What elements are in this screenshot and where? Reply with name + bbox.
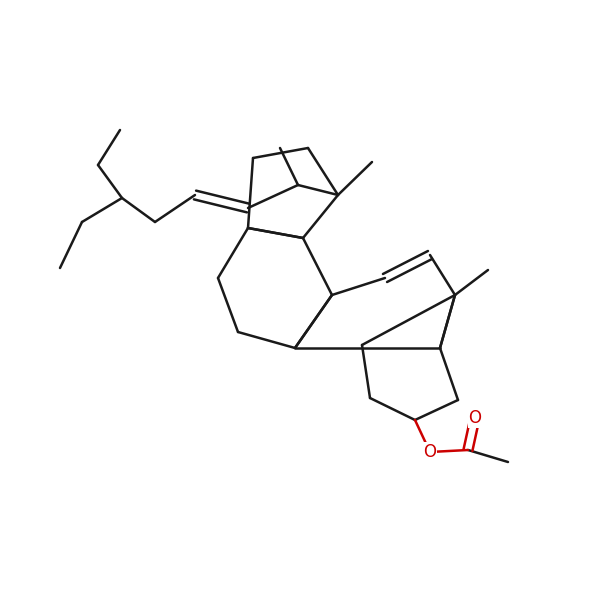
Text: O: O [469, 409, 482, 427]
Text: O: O [424, 443, 437, 461]
